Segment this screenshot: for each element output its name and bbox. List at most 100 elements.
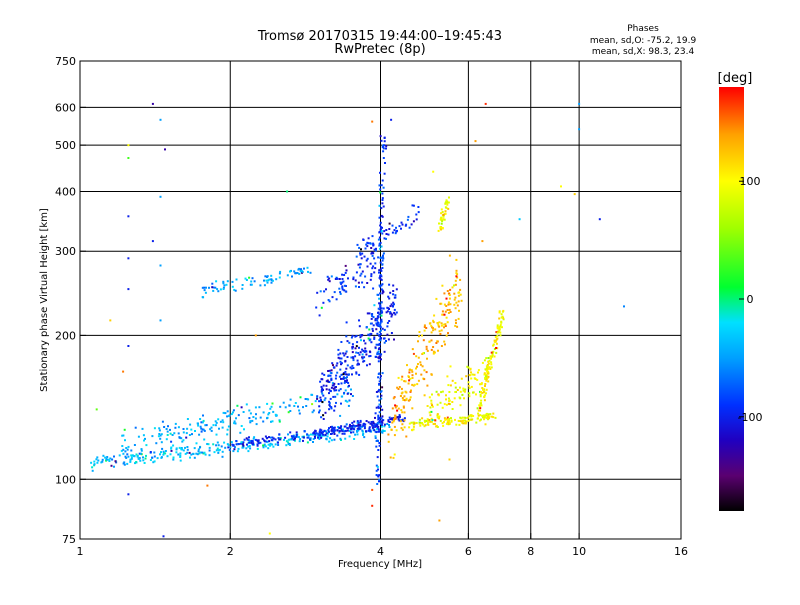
data-point <box>492 344 495 347</box>
data-point <box>347 427 350 430</box>
data-point <box>334 395 337 398</box>
data-point <box>381 259 384 262</box>
data-point <box>160 441 163 444</box>
data-point <box>482 391 485 394</box>
y-tick-label: 400 <box>55 185 76 198</box>
data-point <box>486 412 488 415</box>
data-point <box>417 363 419 365</box>
data-point <box>436 414 439 417</box>
data-point <box>438 325 441 328</box>
data-point <box>348 384 350 387</box>
data-point <box>381 256 384 259</box>
data-point <box>319 429 322 432</box>
data-point <box>284 406 287 409</box>
data-point <box>127 257 130 260</box>
data-point <box>339 281 342 284</box>
data-point <box>381 421 384 424</box>
data-point <box>364 342 367 345</box>
data-point <box>455 322 457 324</box>
data-point <box>375 247 377 250</box>
data-point <box>341 281 344 284</box>
data-point <box>203 438 206 441</box>
data-point <box>455 269 458 272</box>
data-point <box>339 437 342 440</box>
data-point <box>378 284 381 287</box>
data-point <box>444 212 447 215</box>
data-point <box>417 340 419 343</box>
data-point <box>314 433 317 436</box>
data-point <box>415 218 418 221</box>
data-point <box>163 426 166 428</box>
data-point <box>380 420 383 423</box>
data-point <box>405 435 408 438</box>
data-point <box>195 452 198 455</box>
data-point <box>279 270 282 273</box>
data-point <box>396 229 398 232</box>
data-point <box>401 423 404 426</box>
data-point <box>316 395 319 398</box>
data-point <box>335 298 338 301</box>
data-point <box>97 459 100 462</box>
data-point <box>464 416 467 419</box>
data-point <box>318 409 321 412</box>
data-point <box>473 373 476 376</box>
data-point <box>264 275 267 278</box>
data-point <box>408 369 411 371</box>
data-point <box>264 435 267 438</box>
data-point <box>390 303 393 306</box>
data-point <box>371 254 374 257</box>
data-point <box>155 442 158 445</box>
data-point <box>411 383 414 386</box>
data-point <box>285 440 288 443</box>
data-point <box>386 325 389 328</box>
data-point <box>423 369 426 372</box>
data-point <box>370 247 373 249</box>
data-point <box>598 218 601 221</box>
data-point <box>268 412 271 414</box>
chart-title: Tromsø 20170315 19:44:00–19:45:43 <box>257 29 502 44</box>
data-point <box>408 422 411 425</box>
data-point <box>339 414 342 417</box>
data-point <box>397 376 400 379</box>
data-point <box>309 271 312 274</box>
data-point <box>378 204 381 207</box>
data-point <box>415 422 418 424</box>
data-point <box>338 431 341 434</box>
data-point <box>475 393 477 396</box>
data-point <box>274 413 277 416</box>
data-point <box>309 437 312 440</box>
data-point <box>271 436 274 439</box>
data-point <box>108 460 111 462</box>
data-point <box>430 402 433 405</box>
data-point <box>436 340 439 343</box>
data-point <box>322 301 325 304</box>
data-point <box>518 218 521 221</box>
data-point <box>354 335 357 338</box>
data-point <box>370 317 373 320</box>
data-point <box>377 475 380 478</box>
data-point <box>377 343 380 346</box>
data-point <box>215 280 218 283</box>
data-point <box>459 404 462 407</box>
data-point <box>304 398 307 400</box>
data-point <box>330 275 333 278</box>
data-point <box>443 340 446 343</box>
data-point <box>481 387 484 389</box>
data-point <box>455 272 458 275</box>
data-point <box>201 421 204 424</box>
data-point <box>381 267 384 269</box>
data-point <box>339 291 342 294</box>
data-point <box>262 420 265 423</box>
data-point <box>399 415 401 418</box>
data-point <box>455 301 458 304</box>
data-point <box>170 447 173 450</box>
data-point <box>334 405 337 408</box>
data-point <box>302 406 304 409</box>
data-point <box>460 299 463 302</box>
data-point <box>380 424 383 426</box>
data-point <box>447 303 450 306</box>
data-point <box>341 278 344 280</box>
data-point <box>361 252 364 255</box>
data-point <box>206 484 209 487</box>
data-point <box>380 425 383 428</box>
